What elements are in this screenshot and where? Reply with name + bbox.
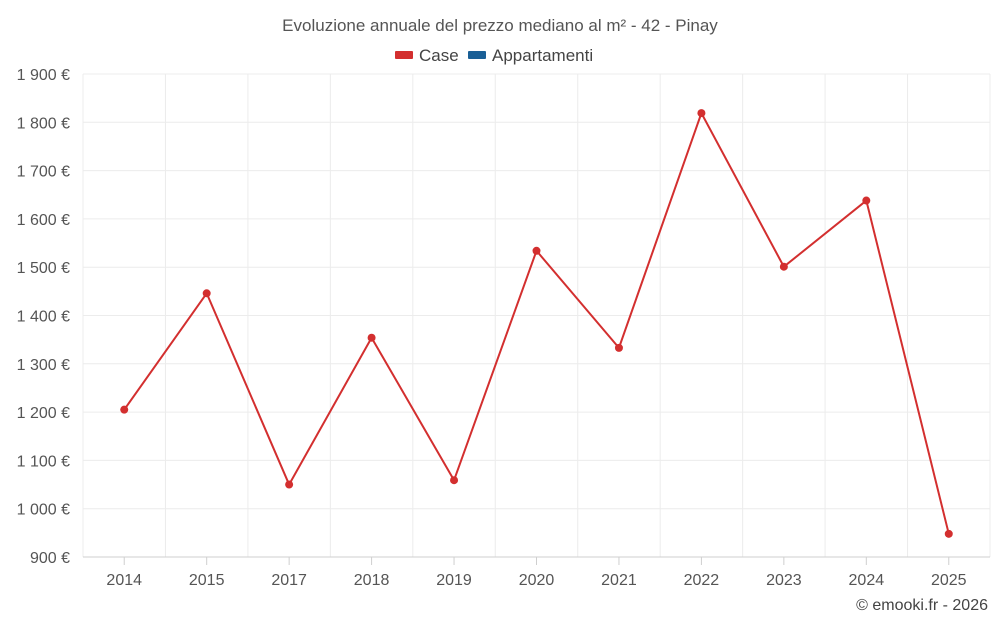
x-tick-label: 2022 xyxy=(684,572,720,589)
data-point-case[interactable] xyxy=(120,405,129,414)
x-tick-label: 2018 xyxy=(354,572,390,589)
grid xyxy=(82,73,991,557)
data-point-case[interactable] xyxy=(614,343,623,352)
x-tick-label: 2019 xyxy=(436,572,472,589)
legend-swatch-case xyxy=(395,51,413,59)
y-tick-label: 900 € xyxy=(30,550,70,567)
data-point-case[interactable] xyxy=(450,476,459,485)
x-tick-label: 2025 xyxy=(931,572,967,589)
data-point-case[interactable] xyxy=(367,333,376,342)
axes: 900 € 1 000 € 1 100 € 1 200 € 1 300 € 1 400 €… xyxy=(17,67,990,589)
y-tick-label: 1 200 € xyxy=(17,405,70,422)
x-tick-label: 2014 xyxy=(106,572,142,589)
data-point-case[interactable] xyxy=(532,246,541,255)
x-tick-label: 2017 xyxy=(271,572,307,589)
series-case xyxy=(120,109,953,538)
y-tick-label: 1 600 € xyxy=(17,212,70,229)
legend-item-appartamenti[interactable]: Appartamenti xyxy=(468,46,593,65)
legend: Case Appartamenti xyxy=(395,46,593,65)
data-point-case[interactable] xyxy=(944,529,953,538)
y-tick-label: 1 300 € xyxy=(17,357,70,374)
y-tick-label: 1 400 € xyxy=(17,309,70,326)
data-point-case[interactable] xyxy=(285,480,294,489)
y-tick-label: 1 000 € xyxy=(17,502,70,519)
legend-label-appartamenti: Appartamenti xyxy=(492,46,593,65)
y-tick-label: 1 500 € xyxy=(17,260,70,277)
data-point-case[interactable] xyxy=(202,289,211,298)
chart-title: Evoluzione annuale del prezzo mediano al… xyxy=(282,16,718,35)
data-point-case[interactable] xyxy=(697,109,706,118)
legend-swatch-appartamenti xyxy=(468,51,486,59)
x-tick-label: 2020 xyxy=(519,572,555,589)
y-tick-label: 1 700 € xyxy=(17,164,70,181)
y-tick-label: 1 900 € xyxy=(17,67,70,84)
y-tick-label: 1 800 € xyxy=(17,115,70,132)
y-tick-label: 1 100 € xyxy=(17,453,70,470)
data-point-case[interactable] xyxy=(862,196,871,205)
legend-item-case[interactable]: Case xyxy=(395,46,459,65)
data-point-case[interactable] xyxy=(779,262,788,271)
x-tick-label: 2023 xyxy=(766,572,802,589)
credit-text: © emooki.fr - 2026 xyxy=(856,597,988,614)
x-tick-label: 2015 xyxy=(189,572,225,589)
legend-label-case: Case xyxy=(419,46,459,65)
x-tick-label: 2024 xyxy=(849,572,885,589)
x-tick-label: 2021 xyxy=(601,572,637,589)
